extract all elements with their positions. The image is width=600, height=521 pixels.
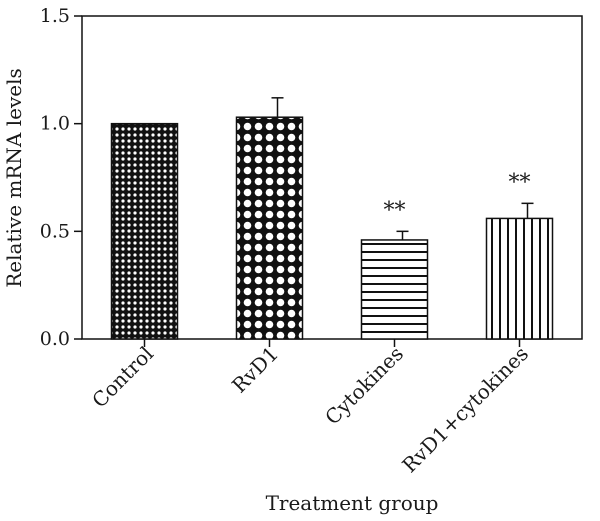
y-tick-label: 1.0 <box>40 113 70 135</box>
x-tick-label: Control <box>87 342 158 413</box>
y-tick-label: 0.5 <box>40 220 70 242</box>
x-tick-label: Cytokines <box>320 342 408 430</box>
x-tick-label: RvD1 <box>227 342 283 398</box>
x-axis-title: Treatment group <box>266 491 439 515</box>
bar-cytokines <box>360 239 429 340</box>
y-axis: 0.0 0.5 1.0 1.5 <box>40 5 82 350</box>
y-tick-label: 0.0 <box>40 328 70 350</box>
bar-control <box>110 122 179 340</box>
significance-marker: ** <box>384 198 406 223</box>
bars: ** ** <box>110 97 554 340</box>
bar-rvd1 <box>235 116 304 340</box>
significance-marker: ** <box>509 170 531 195</box>
bar-rvd1-cytokines <box>485 217 554 340</box>
plot-frame <box>81 15 583 340</box>
x-tick-label: RvD1+cytokines <box>397 342 533 478</box>
y-axis-title: Relative mRNA levels <box>2 68 26 288</box>
y-tick-label: 1.5 <box>40 5 70 27</box>
